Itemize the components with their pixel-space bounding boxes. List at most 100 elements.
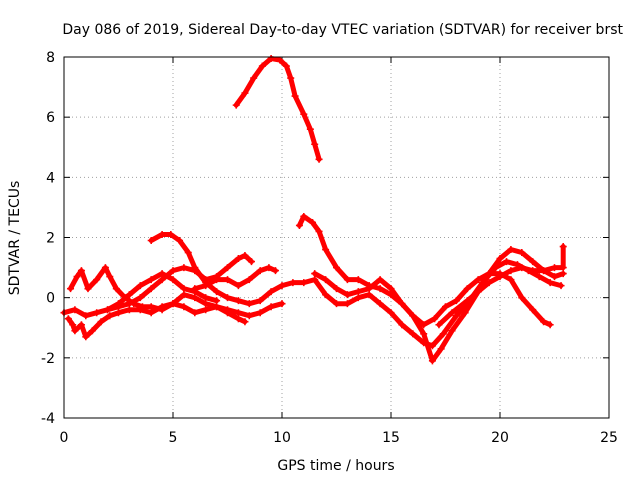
data-point-marker (278, 282, 286, 290)
data-point-marker (136, 294, 144, 302)
data-point-marker (234, 297, 242, 305)
data-point-marker (376, 300, 384, 308)
data-point-marker (234, 282, 242, 290)
data-point-marker (409, 330, 417, 338)
data-point-marker (343, 291, 351, 299)
data-point-marker (485, 270, 493, 278)
y-tick-label: 2 (46, 231, 55, 247)
data-point-marker (184, 249, 192, 257)
data-point-marker (224, 276, 231, 284)
plot-frame (63, 56, 610, 419)
data-point-marker (158, 230, 166, 238)
data-point-marker (224, 309, 231, 317)
data-point-marker (265, 264, 273, 272)
data-point-marker (267, 303, 275, 311)
data-point-marker (241, 252, 249, 260)
data-point-marker (224, 294, 231, 302)
y-tick-label: 8 (46, 50, 55, 66)
data-point-marker (300, 110, 308, 118)
data-point-marker (448, 327, 456, 335)
data-point-marker (354, 276, 362, 284)
data-point-marker (518, 294, 526, 302)
data-point-marker (147, 309, 155, 317)
data-point-marker (311, 270, 319, 278)
data-point-marker (71, 327, 79, 335)
series-trace (68, 265, 285, 319)
series-track-g (104, 270, 221, 314)
data-point-marker (529, 306, 537, 314)
data-point-marker (125, 306, 133, 314)
data-point-marker (420, 330, 428, 338)
data-point-marker (202, 294, 210, 302)
data-point-marker (191, 288, 199, 296)
series-track-f (64, 300, 249, 341)
x-tick-label: 10 (273, 430, 291, 446)
data-point-marker (84, 285, 92, 293)
data-point-marker (104, 306, 112, 314)
data-point-marker (64, 315, 72, 323)
data-point-marker (428, 342, 436, 350)
data-point-marker (442, 303, 449, 311)
x-axis-label: GPS time / hours (277, 458, 394, 474)
data-point-marker (112, 285, 120, 293)
data-point-marker (82, 333, 90, 341)
data-point-marker (241, 318, 249, 326)
data-point-marker (507, 246, 515, 254)
data-point-marker (448, 309, 456, 317)
data-point-marker (398, 300, 406, 308)
data-point-marker (546, 279, 554, 287)
data-point-marker (176, 237, 184, 245)
data-point-marker (213, 297, 221, 305)
series-track-d (191, 264, 279, 293)
data-point-marker (289, 279, 297, 287)
data-point-marker (322, 246, 330, 254)
data-point-marker (559, 270, 567, 278)
data-point-marker (529, 258, 537, 266)
x-tick-label: 5 (169, 430, 178, 446)
y-axis-label: SDTVAR / TECUs (7, 181, 23, 296)
data-point-marker (507, 276, 515, 284)
data-point-marker (130, 300, 138, 308)
data-point-marker (435, 321, 443, 329)
data-point-marker (322, 276, 330, 284)
data-point-marker (463, 285, 471, 293)
data-point-marker (507, 267, 515, 275)
data-point-marker (180, 291, 188, 299)
y-tick-label: 6 (46, 110, 55, 126)
x-tick-label: 15 (382, 430, 400, 446)
data-point-marker (529, 267, 537, 275)
data-point-marker (71, 306, 79, 314)
data-point-marker (276, 56, 284, 64)
data-point-marker (431, 315, 439, 323)
data-point-marker (354, 294, 362, 302)
data-point-marker (437, 345, 445, 353)
data-point-marker (518, 249, 526, 257)
data-point-marker (191, 267, 199, 275)
data-point-marker (496, 255, 504, 263)
data-point-marker (387, 309, 395, 317)
data-point-marker (551, 264, 558, 272)
series-trace (65, 301, 248, 340)
x-tick-label: 20 (491, 430, 509, 446)
data-point-marker (271, 267, 279, 275)
data-series (60, 55, 567, 365)
data-point-marker (559, 264, 567, 272)
data-point-marker (180, 285, 188, 293)
data-point-marker (420, 339, 428, 347)
data-point-marker (311, 276, 319, 284)
data-point-marker (333, 264, 340, 272)
data-point-marker (258, 62, 266, 70)
data-point-marker (439, 330, 447, 338)
data-point-marker (93, 276, 101, 284)
data-point-marker (559, 243, 567, 251)
data-point-marker (241, 89, 249, 97)
data-point-marker (376, 276, 384, 284)
data-point-marker (69, 321, 77, 329)
data-point-marker (496, 273, 504, 281)
data-point-marker (73, 273, 81, 281)
data-point-marker (452, 312, 460, 320)
data-point-marker (147, 276, 155, 284)
data-point-marker (256, 297, 264, 305)
data-point-marker (191, 294, 199, 302)
data-point-marker (551, 273, 558, 281)
